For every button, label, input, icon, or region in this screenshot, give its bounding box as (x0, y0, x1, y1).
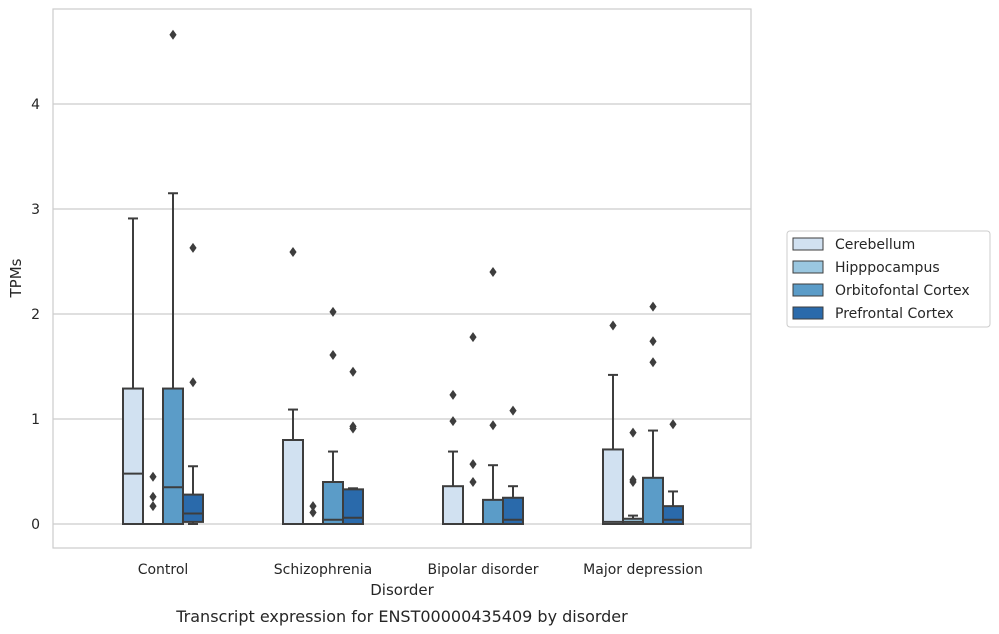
legend-label: Hipppocampus (835, 260, 940, 276)
outlier-point (329, 306, 337, 317)
outlier-point (609, 320, 617, 331)
legend-label: Cerebellum (835, 237, 915, 253)
y-tick-label: 2 (31, 307, 40, 323)
box-orbitofontal-cortex-1 (322, 306, 344, 525)
x-tick-label: Schizophrenia (274, 562, 372, 578)
outlier-point (149, 491, 157, 502)
outlier-point (449, 389, 457, 400)
box-orbitofontal-cortex-3 (642, 301, 664, 525)
box-cerebellum-1 (282, 247, 304, 525)
box-body (182, 493, 204, 523)
box-body (342, 488, 364, 526)
boxes (122, 29, 684, 526)
plot-frame (52, 8, 752, 549)
outlier-point (349, 421, 357, 432)
box-prefrontal-cortex-1 (342, 366, 364, 526)
outlier-point (489, 267, 497, 277)
box-prefrontal-cortex-0 (182, 242, 204, 525)
outlier-point (469, 477, 477, 487)
x-tick-label: Bipolar disorder (427, 562, 538, 578)
y-tick-label: 0 (31, 517, 40, 533)
box-body (662, 505, 684, 525)
outlier-point (469, 332, 477, 343)
outlier-point (629, 474, 637, 485)
chart-caption: Transcript expression for ENST0000043540… (175, 607, 628, 626)
box-prefrontal-cortex-3 (662, 419, 684, 525)
outlier-point (509, 405, 517, 416)
box-body (502, 496, 524, 525)
legend-swatch (792, 306, 824, 320)
outlier-point (629, 427, 637, 438)
outlier-point (649, 336, 657, 347)
box-hipppocampus-1 (302, 501, 324, 526)
y-tick-label: 3 (31, 202, 40, 218)
x-tick-label: Control (138, 562, 189, 578)
plot-background (53, 9, 751, 548)
outlier-point (649, 357, 657, 368)
box-body (482, 498, 504, 526)
box-cerebellum-0 (122, 217, 144, 525)
box-prefrontal-cortex-2 (502, 405, 524, 525)
box-cerebellum-3 (602, 320, 624, 526)
legend-swatch (792, 237, 824, 251)
legend-label: Orbitofontal Cortex (835, 283, 970, 299)
outlier-point (189, 377, 197, 388)
outlier-point (449, 416, 457, 427)
box-body (642, 476, 664, 525)
outlier-point (489, 420, 497, 431)
box-orbitofontal-cortex-0 (162, 29, 184, 525)
outlier-point (329, 349, 337, 360)
legend-frame (786, 230, 991, 328)
box-body (282, 439, 304, 525)
box-orbitofontal-cortex-2 (482, 267, 504, 526)
box-hipppocampus-2 (462, 332, 484, 526)
legend-swatch (792, 283, 824, 297)
legend-label: Prefrontal Cortex (835, 306, 954, 322)
y-tick-label: 1 (31, 412, 40, 428)
outlier-point (309, 501, 317, 512)
outlier-point (309, 507, 317, 518)
x-axis-label: Disorder (370, 581, 434, 599)
outlier-point (169, 29, 177, 40)
legend: Cerebellum Hipppocampus Orbitofontal Corte… (786, 230, 991, 328)
box-body (442, 485, 464, 526)
x-tick-labels: Control Schizophrenia Bipolar disorder Majo… (138, 562, 703, 578)
outlier-point (669, 419, 677, 430)
x-tick-label: Major depression (583, 562, 703, 578)
box-body (122, 387, 144, 525)
outlier-point (649, 301, 657, 312)
y-tick-label: 4 (31, 97, 40, 113)
outlier-point (469, 459, 477, 470)
outlier-point (349, 366, 357, 377)
outlier-point (149, 501, 157, 512)
outlier-point (189, 242, 197, 253)
legend-swatch (792, 260, 824, 274)
box-body (162, 387, 184, 525)
y-tick-labels: 0 1 2 3 4 (31, 97, 40, 533)
box-body (602, 448, 624, 526)
box-body (322, 481, 344, 525)
outlier-point (149, 471, 157, 482)
outlier-point (289, 247, 297, 258)
box-cerebellum-2 (442, 389, 464, 526)
y-axis-label: TPMs (7, 258, 25, 298)
